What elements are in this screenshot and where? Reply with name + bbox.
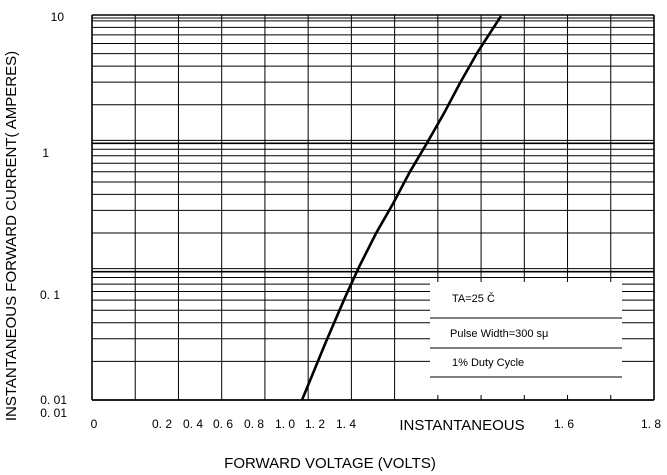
y-tick-label: 0. 01	[40, 406, 67, 420]
y-tick-label: 10	[51, 10, 65, 24]
x-tick-label: 0. 4	[183, 417, 203, 431]
x-tick-label: 0. 8	[244, 417, 264, 431]
x-tick-label: 1. 6	[554, 417, 574, 431]
annotation-pulse-width: Pulse Width=300 sμ	[450, 328, 548, 340]
x-tick-label: 0. 6	[213, 417, 233, 431]
annotation-temperature: TA=25 Č	[452, 292, 495, 305]
y-tick-label: 0. 01	[40, 393, 67, 407]
x-tick-label-instantaneous: INSTANTANEOUS	[399, 417, 524, 434]
x-tick-label: 1. 0	[275, 417, 295, 431]
x-tick-label: 0. 2	[152, 417, 172, 431]
annotation-box	[430, 282, 622, 395]
y-tick-label: 0. 1	[40, 288, 60, 302]
series-line	[300, 15, 503, 401]
annotation-duty-cycle: 1% Duty Cycle	[452, 357, 524, 369]
y-axis-title: INSTANTANEOUS FORWARD CURRENT( AMPERES)	[3, 51, 20, 421]
x-tick-label: 1. 2	[305, 417, 325, 431]
x-tick-label: 1. 8	[641, 417, 661, 431]
grid-lines	[91, 14, 655, 401]
x-tick-label: 1. 4	[336, 417, 356, 431]
y-tick-label: 1	[42, 146, 49, 160]
x-tick-label: 0	[91, 417, 98, 431]
x-axis-title: FORWARD VOLTAGE (VOLTS)	[224, 455, 436, 472]
